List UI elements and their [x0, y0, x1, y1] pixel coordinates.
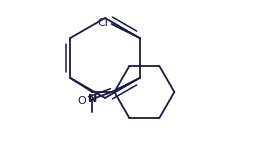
Text: Cl: Cl	[98, 18, 109, 28]
Text: O: O	[77, 96, 86, 106]
Text: N: N	[88, 94, 97, 104]
